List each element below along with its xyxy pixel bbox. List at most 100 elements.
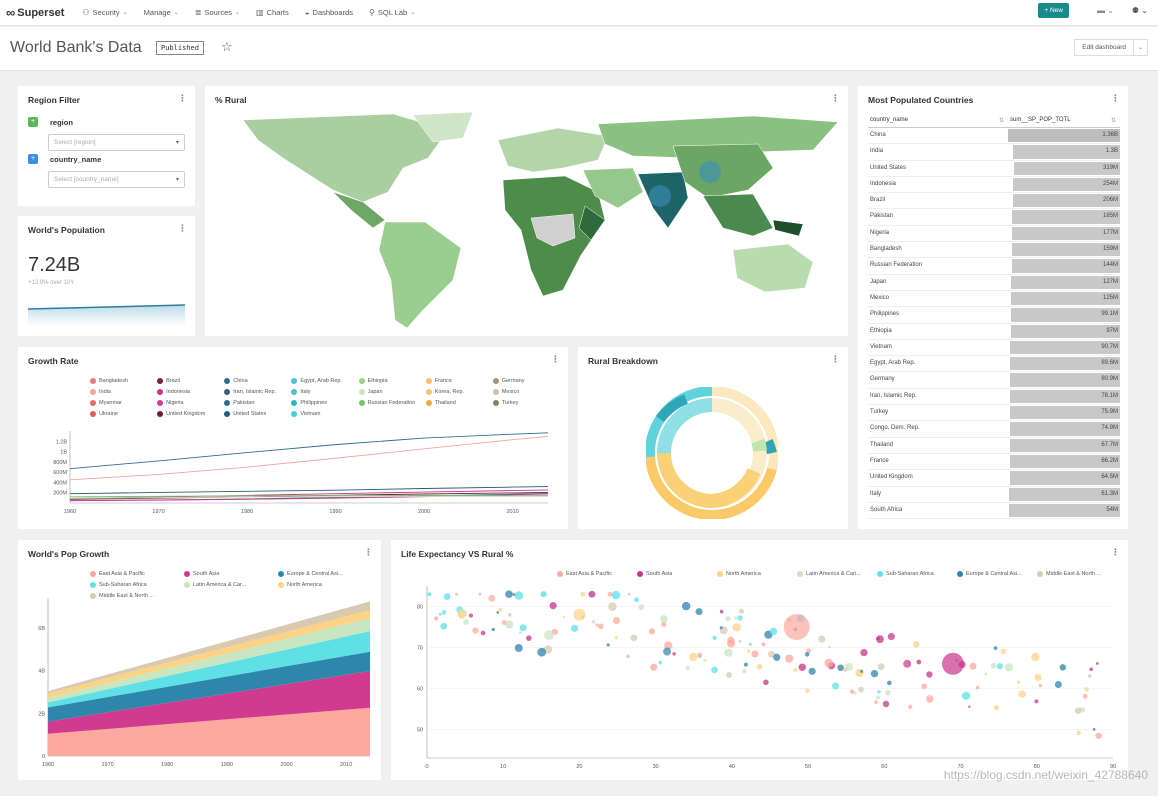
table-row[interactable]: Turkey 75.9M [868, 405, 1120, 422]
table-row[interactable]: Congo, Dem. Rep. 74.9M [868, 421, 1120, 438]
legend-item[interactable]: Iran, Islamic Rep. [224, 386, 291, 397]
nav-security[interactable]: ⚇ Security ⌄ [82, 8, 127, 17]
legend-item[interactable]: United Kingdom [157, 408, 224, 419]
col-header-pop[interactable]: sum__SP_POP_TOTL ⇅ [1008, 114, 1120, 127]
table-row[interactable]: China 1.36B [868, 128, 1120, 145]
legend-item[interactable]: South Asia [637, 568, 717, 579]
table-row[interactable]: Brazil 206M [868, 193, 1120, 210]
language-flag-icon[interactable]: ▬ ⌄ [1096, 6, 1114, 15]
table-row[interactable]: Thailand 67.7M [868, 438, 1120, 454]
legend-item[interactable]: Pakistan [224, 397, 291, 408]
series-line [69, 486, 549, 495]
nav-sql-lab[interactable]: ⚲ SQL Lab ⌄ [369, 8, 415, 17]
legend-item[interactable]: United States [224, 408, 291, 419]
table-row[interactable]: South Africa 54M [868, 503, 1120, 520]
legend-item[interactable]: Italy [291, 386, 358, 397]
table-row[interactable]: Italy 61.3M [868, 487, 1120, 503]
sort-icon[interactable]: ⇅ [1110, 118, 1116, 124]
favorite-star-icon[interactable]: ☆ [221, 39, 233, 54]
nav-sources[interactable]: ≣ Sources ⌄ [195, 8, 240, 17]
user-icon[interactable]: ⚉ ⌄ [1131, 6, 1148, 15]
legend-item[interactable]: Germany [492, 375, 560, 386]
legend-item[interactable]: Nigeria [157, 397, 224, 408]
legend-item[interactable]: East Asia & Pacific [90, 568, 184, 579]
published-badge[interactable]: Published [156, 41, 204, 55]
legend-item[interactable]: Europe & Central Asi... [278, 568, 372, 579]
legend-item[interactable]: Thailand [425, 397, 493, 408]
table-row[interactable]: Russian Federation 144M [868, 258, 1120, 275]
panel-menu-icon[interactable]: ⋮ [1111, 93, 1120, 103]
region-select[interactable]: Select [region] ▾ [48, 134, 185, 151]
panel-menu-icon[interactable]: ⋮ [831, 93, 840, 103]
scatter-point [793, 668, 798, 672]
legend-item[interactable]: North America [278, 579, 372, 590]
table-row[interactable]: Ethiopia 97M [868, 324, 1120, 340]
table-row[interactable]: Vietnam 90.7M [868, 340, 1120, 357]
table-row[interactable]: Egypt, Arab Rep. 89.6M [868, 356, 1120, 373]
legend-item[interactable]: Mexico [492, 386, 560, 397]
legend-item[interactable]: Ukraine [90, 408, 157, 419]
legend-item[interactable]: Turkey [492, 397, 560, 408]
edit-dashboard-button[interactable]: Edit dashboard [1074, 39, 1134, 56]
legend-item[interactable]: India [90, 386, 157, 397]
legend-item[interactable]: Myanmar [90, 397, 157, 408]
panel-menu-icon[interactable]: ⋮ [831, 354, 840, 364]
legend-item[interactable]: South Asia [184, 568, 278, 579]
sort-icon[interactable]: ⇅ [998, 118, 1004, 124]
table-row[interactable]: Philippines 99.1M [868, 307, 1120, 324]
nav-dashboards[interactable]: ◒ Dashboards [305, 8, 353, 17]
panel-menu-icon[interactable]: ⋮ [178, 223, 187, 233]
legend-item[interactable]: Latin America & Car... [184, 579, 278, 590]
legend-item[interactable]: Egypt, Arab Rep. [291, 375, 358, 386]
legend-item[interactable]: Europe & Central Asi... [957, 568, 1037, 579]
legend-item[interactable]: Sub-Saharan Africa [90, 579, 184, 590]
legend-item[interactable]: North America [717, 568, 797, 579]
table-row[interactable]: Japan 127M [868, 275, 1120, 291]
country-name-select[interactable]: Select [country_name] ▾ [48, 171, 185, 188]
legend-item[interactable]: France [425, 375, 493, 386]
col-header-country[interactable]: country_name ⇅ [868, 114, 1008, 127]
table-row[interactable]: Mexico 125M [868, 291, 1120, 308]
scatter-point [751, 650, 759, 658]
legend-item[interactable]: Russian Federation [358, 397, 426, 408]
chevron-down-icon[interactable]: ⌄ [1133, 39, 1148, 56]
sunburst-chart[interactable] [646, 387, 778, 519]
legend-item[interactable]: Latin America & Cari... [797, 568, 877, 579]
country-check-icon[interactable]: + [28, 154, 38, 164]
scatter-point [712, 635, 717, 640]
panel-menu-icon[interactable]: ⋮ [1111, 547, 1120, 557]
world-map[interactable] [213, 110, 841, 330]
legend-item[interactable]: Brazil [157, 375, 224, 386]
panel-menu-icon[interactable]: ⋮ [178, 93, 187, 103]
country-name-cell: Russian Federation [870, 262, 923, 269]
table-row[interactable]: Germany 80.9M [868, 372, 1120, 389]
table-row[interactable]: United States 319M [868, 161, 1120, 177]
table-row[interactable]: United Kingdom 64.5M [868, 470, 1120, 487]
legend-item[interactable]: Indonesia [157, 386, 224, 397]
table-row[interactable]: Iran, Islamic Rep. 78.1M [868, 389, 1120, 406]
legend-item[interactable]: East Asia & Pacific [557, 568, 637, 579]
legend-item[interactable]: Bangladesh [90, 375, 157, 386]
legend-item[interactable]: Sub-Saharan Africa [877, 568, 957, 579]
nav-manage[interactable]: Manage ⌄ [144, 8, 179, 17]
legend-item[interactable]: Philippines [291, 397, 358, 408]
legend-item[interactable]: China [224, 375, 291, 386]
nav-charts[interactable]: ▥ Charts [256, 8, 289, 17]
table-row[interactable]: France 66.2M [868, 454, 1120, 471]
table-row[interactable]: Indonesia 254M [868, 177, 1120, 194]
legend-item[interactable]: Vietnam [291, 408, 358, 419]
legend-item[interactable]: Korea, Rep. [425, 386, 493, 397]
table-row[interactable]: Bangladesh 159M [868, 242, 1120, 259]
table-row[interactable]: India 1.3B [868, 144, 1120, 161]
panel-menu-icon[interactable]: ⋮ [364, 547, 373, 557]
legend-item[interactable]: Japan [358, 386, 426, 397]
table-row[interactable]: Pakistan 185M [868, 209, 1120, 226]
brand[interactable]: ∞ Superset [6, 5, 64, 20]
legend-item[interactable]: Middle East & North ... [1037, 568, 1117, 579]
panel-menu-icon[interactable]: ⋮ [551, 354, 560, 364]
legend-item[interactable]: Middle East & North ... [90, 590, 184, 601]
legend-item[interactable]: Ethiopia [358, 375, 426, 386]
table-row[interactable]: Nigeria 177M [868, 226, 1120, 243]
new-button[interactable]: + New [1038, 3, 1069, 18]
region-check-icon[interactable]: + [28, 117, 38, 127]
